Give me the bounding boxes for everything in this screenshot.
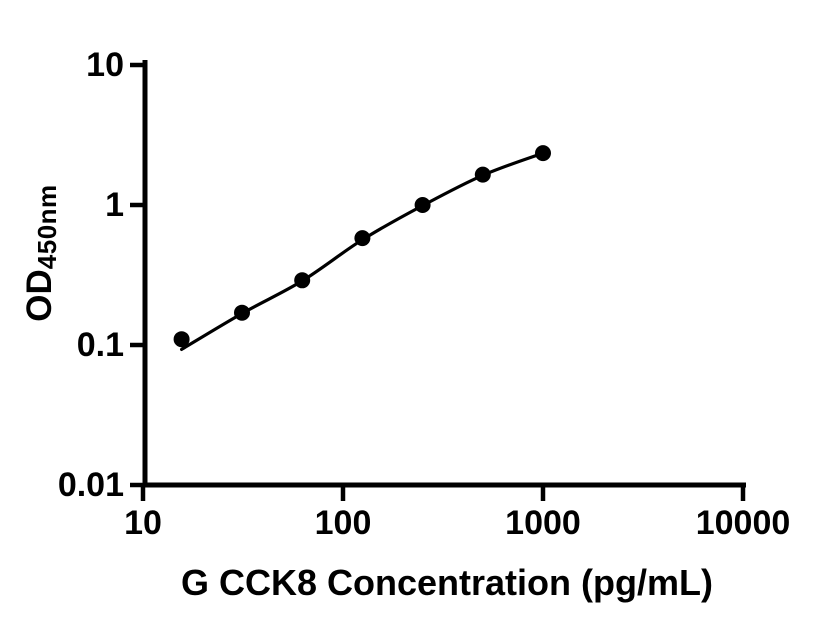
data-point [234, 304, 250, 321]
data-point [294, 272, 311, 289]
data-point [173, 331, 190, 348]
data-point [354, 230, 371, 247]
y-tick-label: 10 [86, 46, 124, 84]
data-point [535, 145, 551, 162]
y-axis-title-subscript: 450nm [32, 184, 63, 270]
y-axis-title-main: OD [20, 269, 59, 322]
data-point [414, 197, 431, 213]
x-tick-label: 10000 [696, 504, 791, 542]
y-tick-label: 1 [105, 186, 124, 224]
y-tick-label: 0.01 [58, 466, 124, 504]
data-point [474, 166, 491, 183]
x-tick-label: 1000 [505, 504, 581, 542]
x-tick-label: 10 [124, 504, 162, 542]
y-tick-label: 0.1 [77, 326, 124, 364]
x-axis-title: G CCK8 Concentration (pg/mL) [181, 562, 713, 603]
x-tick-label: 100 [315, 504, 372, 542]
y-axis-title: OD450nm [15, 173, 65, 333]
fit-curve [180, 151, 545, 351]
